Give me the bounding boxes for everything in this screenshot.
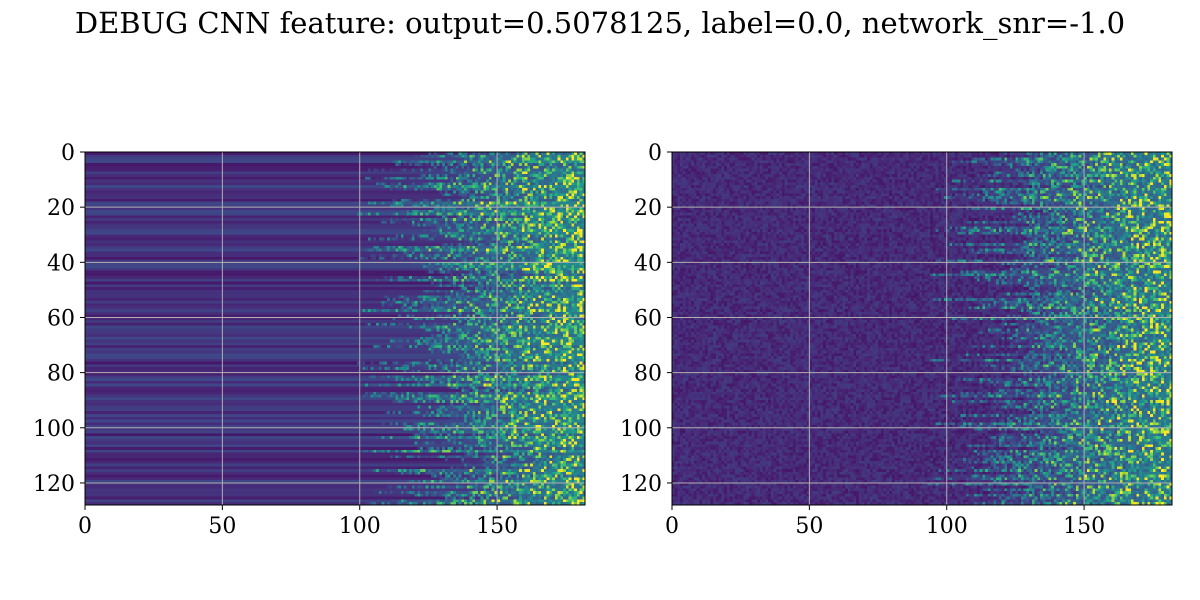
x-tick-label: 100 [926, 514, 968, 539]
y-tick-label: 100 [620, 417, 662, 442]
y-tick-label: 20 [47, 196, 75, 221]
axes-frame [671, 151, 1173, 506]
x-tick-label: 100 [339, 514, 381, 539]
y-tick-label: 0 [61, 141, 75, 166]
y-tick-label: 0 [648, 141, 662, 166]
y-tick-label: 40 [47, 251, 75, 276]
y-tick-label: 100 [33, 417, 75, 442]
heatmap-image-1 [85, 152, 585, 505]
y-tick-label: 60 [634, 306, 662, 331]
y-tick-label: 120 [33, 472, 75, 497]
x-tick-label: 50 [795, 514, 823, 539]
y-tick-label: 80 [634, 362, 662, 387]
x-tick-label: 0 [78, 514, 92, 539]
x-tick-label: 150 [476, 514, 518, 539]
y-tick-label: 40 [634, 251, 662, 276]
x-tick-label: 0 [665, 514, 679, 539]
heatmap-panel-1: 0 50 100 150 0 20 40 60 80 100 120 [33, 141, 586, 539]
heatmap-image-2 [672, 152, 1172, 505]
y-tick-label: 60 [47, 306, 75, 331]
figure-title: DEBUG CNN feature: output=0.5078125, lab… [74, 6, 1126, 40]
x-tick-label: 50 [208, 514, 236, 539]
y-tick-label: 120 [620, 472, 662, 497]
heatmap-panel-2: 0 50 100 150 0 20 40 60 80 100 120 [620, 141, 1173, 539]
y-tick-label: 20 [634, 196, 662, 221]
y-tick-label: 80 [47, 362, 75, 387]
x-tick-label: 150 [1063, 514, 1105, 539]
axes-frame [84, 151, 586, 506]
